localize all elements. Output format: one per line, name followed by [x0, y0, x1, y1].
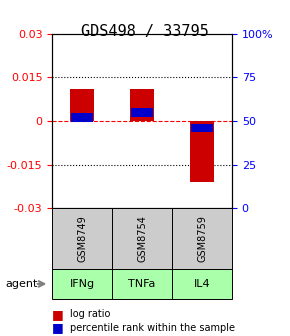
Text: IL4: IL4 — [194, 279, 210, 289]
Text: GSM8749: GSM8749 — [77, 215, 87, 262]
Bar — [70, 89, 94, 121]
Text: GDS498 / 33795: GDS498 / 33795 — [81, 24, 209, 39]
Bar — [130, 89, 154, 121]
Text: ■: ■ — [52, 308, 64, 321]
Bar — [71, 113, 93, 122]
Text: agent: agent — [6, 279, 38, 289]
Text: TNFa: TNFa — [128, 279, 156, 289]
Text: ■: ■ — [52, 321, 64, 334]
Bar — [190, 121, 214, 182]
Bar — [131, 108, 153, 117]
Text: percentile rank within the sample: percentile rank within the sample — [70, 323, 235, 333]
Text: IFNg: IFNg — [70, 279, 95, 289]
Text: log ratio: log ratio — [70, 309, 110, 319]
Text: GSM8759: GSM8759 — [197, 215, 207, 262]
Text: GSM8754: GSM8754 — [137, 215, 147, 262]
Bar — [191, 124, 213, 132]
